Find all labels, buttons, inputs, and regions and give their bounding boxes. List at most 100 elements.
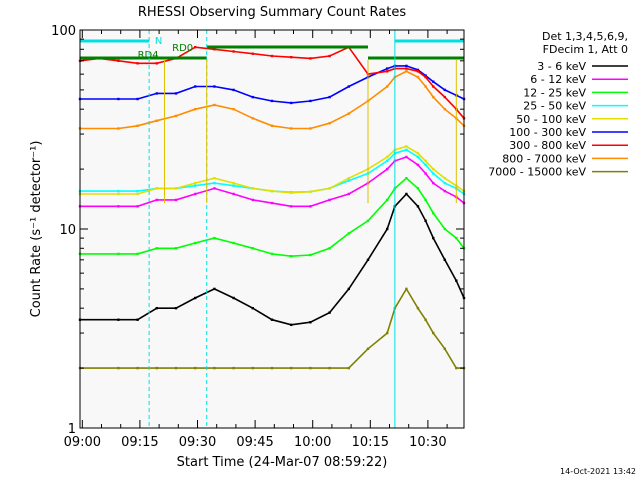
legend-header-1: Det 1,3,4,5,6,9, <box>542 30 628 43</box>
data-point <box>251 95 254 99</box>
data-point <box>174 247 178 250</box>
data-point <box>309 99 312 103</box>
x-tick-label: 09:30 <box>179 435 216 450</box>
series-line <box>80 177 465 258</box>
legend-entry-label: 3 - 6 keV <box>537 60 586 73</box>
data-point <box>290 254 293 258</box>
data-point <box>251 198 254 202</box>
data-point <box>416 152 420 155</box>
data-point <box>136 252 139 256</box>
data-point <box>136 205 139 208</box>
legend-entry-label: 6 - 12 keV <box>530 73 586 86</box>
data-point <box>386 67 389 70</box>
data-point <box>251 247 254 250</box>
data-point <box>290 55 293 59</box>
data-point <box>174 187 178 190</box>
data-point <box>424 74 427 77</box>
data-point <box>270 99 274 103</box>
x-tick-label: 10:15 <box>352 435 389 450</box>
data-point <box>328 95 331 99</box>
data-point <box>416 306 420 310</box>
data-point <box>270 124 274 128</box>
data-point <box>347 177 350 180</box>
data-point <box>432 331 435 335</box>
data-point <box>232 88 235 92</box>
data-point <box>432 236 435 240</box>
data-point <box>213 103 216 107</box>
annotation-label: N <box>155 36 162 47</box>
data-point <box>213 177 216 180</box>
data-point <box>155 92 158 95</box>
x-tick-label: 09:45 <box>236 435 273 450</box>
data-point <box>270 318 274 321</box>
data-point <box>424 163 427 167</box>
data-point <box>347 287 350 291</box>
axis-layer: 09:00 09:15 09:30 09:45 10:00 10:15 10:30 1 10 10… <box>51 24 464 450</box>
data-point <box>232 184 235 187</box>
data-point <box>117 192 120 196</box>
data-point <box>405 70 408 73</box>
data-point <box>416 70 420 73</box>
data-point <box>416 155 420 159</box>
data-point <box>213 366 216 370</box>
data-point <box>443 177 446 180</box>
data-point <box>174 92 178 95</box>
data-point <box>136 318 139 321</box>
series-line <box>80 145 465 195</box>
data-point <box>416 75 420 79</box>
legend-entry-label: 7000 - 15000 keV <box>488 166 586 179</box>
data-point <box>290 366 293 370</box>
data-point <box>270 252 274 256</box>
data-point <box>232 366 235 370</box>
data-point <box>290 323 293 327</box>
data-point <box>136 97 139 101</box>
data-point <box>432 172 435 175</box>
data-point <box>136 124 139 128</box>
series-line <box>80 192 465 326</box>
data-point <box>136 62 139 65</box>
annotation-label: RD4 <box>138 50 159 61</box>
data-point <box>366 347 370 351</box>
data-point <box>347 232 350 235</box>
data-point <box>155 62 158 65</box>
data-point <box>174 198 178 202</box>
legend-entry-label: 100 - 300 keV <box>509 126 586 139</box>
data-point <box>213 85 216 88</box>
data-point <box>194 366 197 370</box>
data-point <box>405 148 408 152</box>
series-line <box>80 65 465 104</box>
data-point <box>386 198 389 202</box>
series-line <box>80 70 465 130</box>
data-point <box>432 95 435 99</box>
data-point <box>117 97 120 101</box>
data-point <box>270 189 274 193</box>
data-point <box>424 172 427 175</box>
data-point <box>117 59 120 63</box>
data-point <box>328 366 331 370</box>
data-point <box>416 187 420 190</box>
data-point <box>386 70 389 73</box>
data-point <box>328 311 331 314</box>
data-point <box>405 145 408 148</box>
data-point <box>194 192 197 196</box>
legend-entry-label: 12 - 25 keV <box>523 86 586 99</box>
data-point <box>194 181 197 185</box>
data-point <box>347 179 350 182</box>
y-tick-label: 1 <box>68 422 76 437</box>
data-point <box>251 52 254 55</box>
data-point <box>232 296 235 300</box>
data-point <box>405 192 408 196</box>
data-point <box>347 112 350 115</box>
data-point <box>432 80 435 83</box>
data-point <box>174 114 178 118</box>
data-point <box>328 187 331 190</box>
data-point <box>328 54 331 58</box>
data-point <box>386 159 389 163</box>
data-point <box>386 167 389 171</box>
data-point <box>366 258 370 262</box>
data-point <box>194 107 197 111</box>
data-point <box>416 205 420 208</box>
data-point <box>432 212 435 215</box>
data-point <box>155 119 158 122</box>
